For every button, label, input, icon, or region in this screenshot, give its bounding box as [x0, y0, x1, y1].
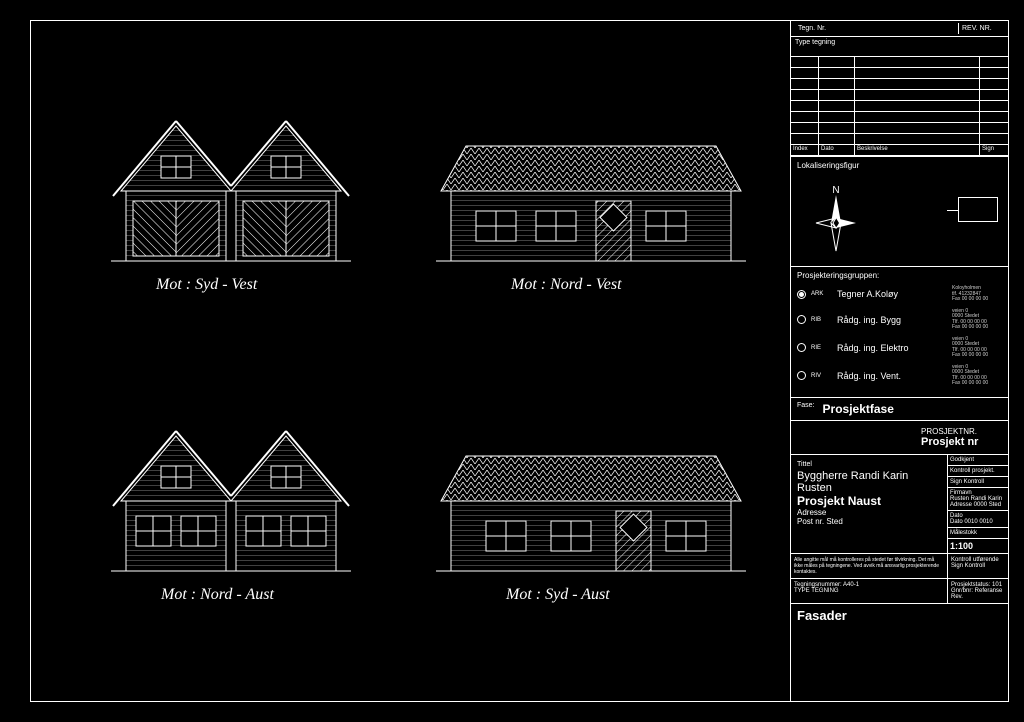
revision-table: Index Dato Beskrivelse Sign [791, 57, 1008, 157]
radio-icon [797, 343, 806, 352]
prosjektstatus: Prosjektstatus: 101 [951, 582, 1005, 588]
group-row: RIB Rådg. ing. Bygg veien 00000 StedetTl… [797, 309, 1002, 331]
radio-icon [797, 371, 806, 380]
lokal-label: Lokaliseringsfigur [797, 161, 1002, 170]
rev-h-sign: Sign [980, 145, 1008, 155]
prosjekt-name: Prosjekt Naust [797, 494, 941, 508]
group-name: Rådg. ing. Elektro [837, 343, 952, 353]
elev-na [111, 431, 351, 571]
group-row: RIV Rådg. ing. Vent. veien 00000 StedetT… [797, 365, 1002, 387]
label-sa: Mot : Syd - Aust [506, 586, 610, 604]
group-name: Rådg. ing. Bygg [837, 315, 952, 325]
titleblock: Tegn. Nr. REV. NR. Type tegning Index Da… [790, 21, 1008, 701]
godkjent: Godkjent [948, 455, 1008, 466]
type-tegning-label: Type tegning [791, 37, 1008, 57]
svg-text:N: N [832, 185, 839, 196]
tittel-label: Tittel [797, 461, 941, 468]
group-code: RIB [811, 317, 833, 323]
rev-label: REV. NR. [959, 23, 1004, 34]
dato: Dato Dato 0010 0010 [948, 511, 1008, 528]
label-sw: Mot : Syd - Vest [156, 276, 257, 294]
group-code: RIV [811, 373, 833, 379]
tegn-row: Tegningsnummer: A40-1 TYPE TEGNING Prosj… [791, 579, 1008, 604]
group-addr: veien 00000 StedetTlf. 00 00 00 00Fax 00… [952, 309, 1002, 331]
tb-header: Tegn. Nr. REV. NR. [791, 21, 1008, 37]
group-row: RIE Rådg. ing. Elektro veien 00000 Stede… [797, 337, 1002, 359]
rev-h-dato: Dato [819, 145, 855, 155]
prosjekteringsgruppen: Prosjekteringsgruppen: ARK Tegner A.Kolø… [791, 267, 1008, 398]
drawing-note: Alle angitte mål må kontrolleres på sted… [791, 554, 948, 578]
prosjektnr-row: PROSJEKTNR. Prosjekt nr [791, 421, 1008, 455]
prosjektnr-value: Prosjekt nr [921, 436, 1002, 448]
label-na: Mot : Nord - Aust [161, 586, 274, 604]
drawing-area: Mot : Syd - Vest Mot : Nord - Vest Mot :… [31, 21, 791, 701]
kontroll-utf: Kontroll utførende Sign Kontroll [948, 554, 1008, 578]
tegn-nr-label: Tegn. Nr. [795, 23, 959, 34]
type-tegning: TYPE TEGNING [794, 588, 944, 594]
byggherre: Byggherre Randi Karin Rusten [797, 470, 941, 494]
group-row: ARK Tegner A.Koløy Koloyholmentlf. 41232… [797, 286, 1002, 303]
drawing-title: Fasader [791, 604, 1008, 627]
radio-icon [797, 315, 806, 324]
rev-h-besk: Beskrivelse [855, 145, 980, 155]
scale: 1:100 [948, 539, 1008, 553]
label-nw: Mot : Nord - Vest [511, 276, 622, 294]
fase-row: Fase: Prosjektfase [791, 398, 1008, 421]
elev-nw [436, 146, 746, 261]
group-name: Tegner A.Koløy [837, 289, 952, 299]
firma: Firmavn Rusten Randi Karin Adresse 0000 … [948, 488, 1008, 511]
tittel-block: Tittel Byggherre Randi Karin Rusten Pros… [791, 455, 1008, 554]
compass-icon: N [811, 183, 861, 253]
radio-icon [797, 290, 806, 299]
drawing-frame: Mot : Syd - Vest Mot : Nord - Vest Mot :… [30, 20, 1009, 702]
prosjektnr-label: PROSJEKTNR. [921, 427, 1002, 436]
lokal-box [958, 197, 998, 222]
kontroll-prosj: Kontroll prosjekt. [948, 466, 1008, 477]
elev-sw [111, 121, 351, 261]
elev-sa [436, 456, 746, 571]
note-row: Alle angitte mål må kontrolleres på sted… [791, 554, 1008, 579]
elevations-svg [31, 21, 791, 701]
rev-h-index: Index [791, 145, 819, 155]
group-addr: veien 00000 StedetTlf. 00 00 00 00Fax 00… [952, 337, 1002, 359]
referanse: Gnr/bnr: Referanse Rev. [951, 588, 1005, 600]
group-name: Rådg. ing. Vent. [837, 371, 952, 381]
sign-kontroll: Sign Kontroll [948, 477, 1008, 488]
adresse: Adresse [797, 508, 941, 517]
group-addr: veien 00000 StedetTlf. 00 00 00 00Fax 00… [952, 365, 1002, 387]
fase-value: Prosjektfase [823, 402, 894, 416]
group-title: Prosjekteringsgruppen: [797, 271, 1002, 280]
fase-label: Fase: [797, 402, 815, 416]
postnr: Post nr. Sted [797, 517, 941, 526]
lokaliseringsfigur: Lokaliseringsfigur N [791, 157, 1008, 267]
group-addr: Koloyholmentlf. 41232847Fax 00 00 00 00 [952, 286, 1002, 303]
group-code: RIE [811, 345, 833, 351]
rev-header-row: Index Dato Beskrivelse Sign [791, 145, 1008, 156]
group-code: ARK [811, 291, 833, 297]
malestokk-label: Målestokk [948, 528, 1008, 539]
